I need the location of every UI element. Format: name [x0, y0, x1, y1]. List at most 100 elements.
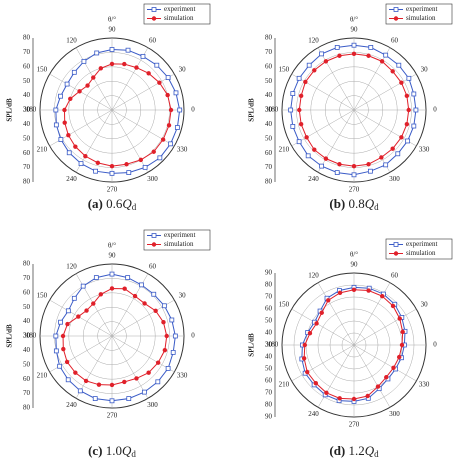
marker: [65, 321, 70, 327]
marker: [134, 65, 139, 70]
r-tick-label: 70: [23, 48, 31, 56]
marker: [154, 62, 160, 68]
theta-axis-label: θ/°: [108, 16, 116, 24]
marker: [60, 333, 66, 339]
theta-tick-label: 150: [279, 66, 290, 74]
grid-spoke: [75, 335, 113, 399]
marker: [66, 150, 72, 156]
marker: [91, 301, 96, 306]
marker: [400, 329, 405, 335]
marker: [132, 293, 138, 299]
r-tick-label: 30: [23, 106, 31, 114]
theta-tick-label: 180: [268, 106, 279, 114]
r-tick-label: 60: [23, 62, 31, 70]
r-tick-label: 40: [23, 91, 31, 99]
marker: [160, 137, 166, 142]
legend-label: simulation: [164, 240, 194, 248]
marker: [305, 153, 311, 159]
theta-tick-label: 60: [391, 271, 399, 279]
marker: [319, 51, 325, 57]
r-tick-label: 50: [23, 303, 31, 311]
marker: [298, 93, 304, 99]
caption-number: 0.8: [349, 196, 365, 211]
r-tick-label: 40: [265, 353, 273, 361]
marker: [58, 93, 63, 99]
marker: [151, 291, 157, 297]
marker: [122, 286, 127, 291]
r-tick-label: 80: [23, 34, 31, 42]
marker: [390, 146, 395, 151]
marker: [290, 91, 296, 97]
theta-tick-label: 150: [37, 66, 48, 74]
r-tick-label: 80: [23, 404, 31, 412]
theta-tick-label: 120: [308, 36, 319, 44]
theta-tick-label: 330: [419, 381, 430, 389]
marker: [168, 141, 174, 147]
r-tick-label: 30: [265, 341, 273, 349]
marker: [146, 71, 151, 76]
marker: [375, 384, 381, 389]
theta-tick-label: 0: [191, 332, 195, 340]
r-tick-label: 50: [265, 134, 273, 142]
theta-tick-label: 300: [147, 175, 158, 183]
legend-marker: [151, 233, 157, 238]
grid-spoke: [291, 109, 355, 147]
legend-marker: [393, 251, 399, 256]
marker: [307, 330, 313, 336]
r-axis-label: SPL/dB: [6, 324, 14, 348]
theta-tick-label: 90: [351, 261, 359, 269]
marker: [303, 79, 308, 85]
legend-label: experiment: [406, 5, 438, 13]
marker: [390, 303, 396, 309]
r-tick-label: 40: [265, 120, 273, 128]
marker: [91, 75, 96, 80]
r-tick-label: 50: [265, 365, 273, 373]
r-axis-label: SPL/dB: [248, 333, 256, 357]
marker: [64, 359, 70, 365]
theta-tick-label: 330: [419, 146, 430, 154]
marker: [73, 144, 78, 149]
legend-label: simulation: [164, 14, 194, 22]
grid-spoke: [317, 109, 355, 173]
marker: [323, 59, 329, 64]
theta-tick-label: 240: [308, 175, 319, 183]
legend-label: experiment: [164, 5, 196, 13]
grid-spoke: [291, 308, 355, 346]
marker: [125, 47, 131, 53]
marker: [53, 122, 59, 128]
caption-number: 0.6: [106, 196, 123, 211]
r-tick-label: 80: [23, 260, 31, 268]
marker: [365, 393, 370, 399]
marker: [169, 317, 175, 323]
legend-marker: [151, 16, 157, 21]
marker: [95, 160, 101, 166]
marker: [399, 80, 404, 85]
marker: [337, 290, 343, 296]
caption-subscript: d: [374, 449, 379, 459]
theta-tick-label: 240: [308, 410, 319, 418]
r-tick-label: 80: [265, 34, 273, 42]
r-tick-label: 50: [265, 317, 273, 325]
r-tick-label: 80: [23, 178, 31, 186]
grid-spoke: [111, 335, 149, 399]
theta-tick-label: 60: [149, 262, 157, 270]
marker: [172, 333, 178, 339]
marker: [177, 107, 183, 113]
r-tick-label: 30: [23, 332, 31, 340]
grid-spoke: [353, 47, 391, 111]
r-tick-label: 70: [23, 389, 31, 397]
r-tick-label: 30: [23, 106, 31, 114]
marker: [312, 147, 317, 152]
theta-tick-label: 60: [149, 36, 157, 44]
theta-tick-label: 120: [66, 36, 77, 44]
theta-tick-label: 180: [26, 332, 37, 340]
r-tick-label: 50: [23, 360, 31, 368]
theta-tick-label: 210: [279, 146, 290, 154]
marker: [96, 382, 102, 387]
r-tick-label: 40: [23, 317, 31, 325]
marker: [92, 396, 98, 401]
marker: [413, 107, 419, 113]
grid-spoke: [291, 73, 355, 111]
r-tick-label: 50: [265, 77, 273, 85]
